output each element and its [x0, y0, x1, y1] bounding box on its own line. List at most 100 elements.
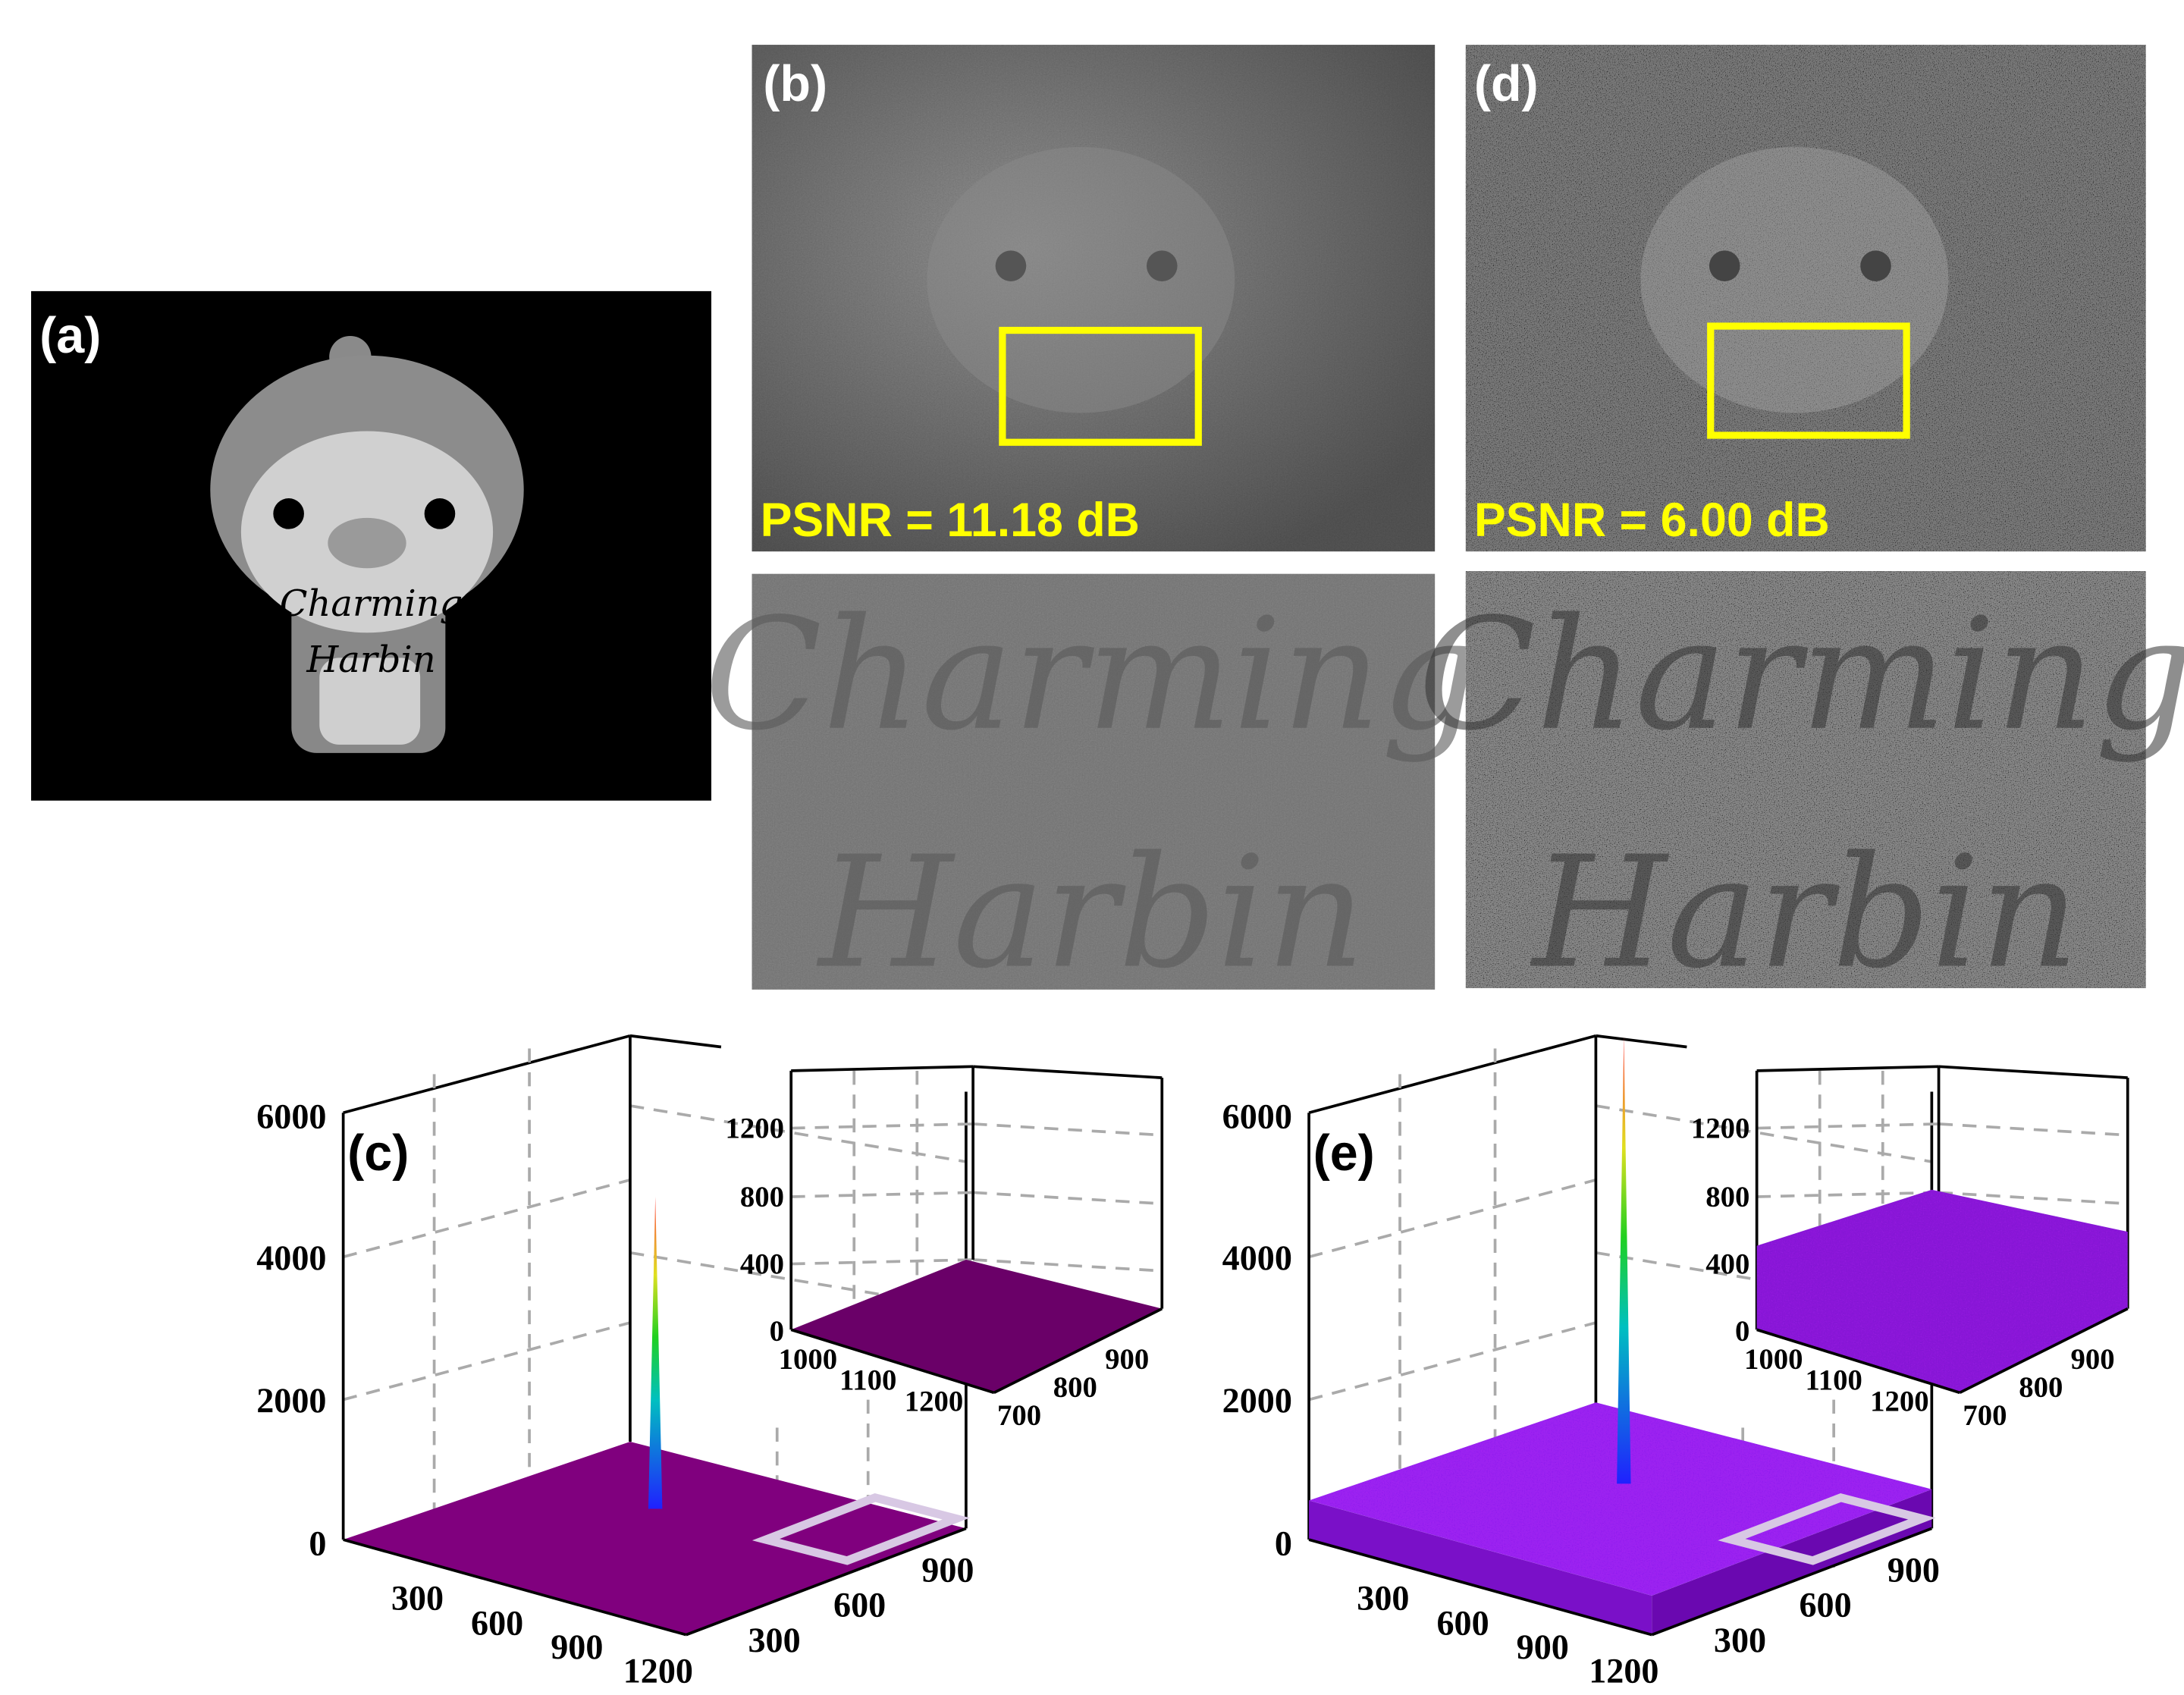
- inset-y-tick-label: 800: [1053, 1371, 1097, 1404]
- eye: [273, 498, 304, 529]
- grid-line: [1308, 1321, 1596, 1402]
- x-tick-label: 900: [551, 1628, 603, 1666]
- inset-x-tick-label: 1200: [1870, 1385, 1929, 1417]
- z-tick-label: 4000: [1222, 1238, 1292, 1277]
- inset-z-tick-label: 1200: [1691, 1112, 1750, 1144]
- axis-line: [1596, 1034, 1687, 1049]
- axis-line: [343, 1034, 631, 1115]
- roi-outline: [752, 1493, 971, 1565]
- inset-z-tick-label: 400: [740, 1248, 784, 1280]
- grid-line: [1756, 1191, 1939, 1198]
- inset-z-tick-label: 800: [1705, 1181, 1749, 1213]
- grid-line: [791, 1191, 974, 1198]
- axis-line: [1308, 1538, 1652, 1637]
- inset-z-tick-label: 0: [770, 1315, 784, 1348]
- inset-floor: [791, 1260, 1163, 1393]
- inset-x-tick-label: 1200: [905, 1385, 964, 1417]
- zoom-b: Charming Harbin: [704, 573, 1480, 1002]
- psnr: PSNR = 6.00 dB: [1474, 494, 1830, 547]
- axis-line: [1308, 1034, 1596, 1115]
- axis-line: [1756, 1065, 1939, 1072]
- inset-x-tick-label: 1100: [1805, 1364, 1862, 1397]
- floor-side: [1309, 1500, 1652, 1635]
- axis-line: [629, 1034, 722, 1049]
- grid-line: [629, 1104, 967, 1163]
- eye: [1146, 250, 1178, 281]
- axis-line: [790, 1328, 995, 1395]
- peak: [648, 1196, 663, 1509]
- inset-y-tick-label: 800: [2019, 1371, 2063, 1404]
- x-tick-label: 600: [1436, 1604, 1489, 1643]
- zoom-text: Charming: [704, 585, 1480, 764]
- hand-text: Harbin: [306, 639, 435, 681]
- eye: [424, 498, 456, 529]
- eye: [1860, 250, 1891, 281]
- eye: [1709, 250, 1740, 281]
- inset-z-tick-label: 400: [1705, 1248, 1749, 1280]
- inset-x-tick-label: 1100: [839, 1364, 896, 1397]
- image-bg: [1465, 45, 2146, 552]
- grid-line: [973, 1258, 1163, 1273]
- axis-line: [791, 1065, 974, 1072]
- inset-x-tick-label: 1000: [779, 1343, 838, 1376]
- inset-y-tick-label: 900: [1105, 1343, 1149, 1376]
- roi-box: [999, 326, 1202, 446]
- zoom-bg: [1465, 570, 2146, 988]
- z-tick-label: 6000: [256, 1097, 326, 1136]
- ghost: [927, 146, 1235, 413]
- eye: [995, 250, 1027, 281]
- zoom-d: Charming Harbin: [1418, 570, 2184, 1002]
- beak: [328, 517, 406, 569]
- axis-line: [993, 1307, 1163, 1395]
- ghost: [1640, 146, 1949, 413]
- grid-line: [1308, 1179, 1596, 1259]
- y-tick-label: 300: [748, 1621, 800, 1659]
- roi-outline: [1718, 1493, 1936, 1565]
- grid-line: [1938, 1191, 2128, 1206]
- panel-label: (b): [763, 56, 827, 112]
- grid-line: [629, 1251, 967, 1310]
- inset-floor: [1756, 1189, 2128, 1393]
- panel-a: Charming Harbin (a): [31, 290, 712, 801]
- grid-line: [791, 1122, 974, 1130]
- grid-line: [343, 1179, 631, 1259]
- x-tick-label: 300: [1357, 1578, 1409, 1617]
- axis-line: [973, 1065, 1163, 1079]
- inset-y-tick-label: 700: [997, 1399, 1041, 1432]
- inset-y-tick-label: 900: [2071, 1343, 2115, 1376]
- y-tick-label: 600: [1799, 1586, 1851, 1624]
- axis-line: [1756, 1328, 1960, 1395]
- hand-text: Charming: [280, 582, 463, 625]
- axis-line: [1959, 1307, 2129, 1395]
- panel-label: (e): [1313, 1125, 1375, 1182]
- grid-line: [1756, 1122, 1939, 1130]
- y-tick-label: 600: [833, 1586, 886, 1624]
- axis-line: [686, 1527, 967, 1637]
- z-tick-label: 0: [309, 1524, 326, 1562]
- grid-line: [973, 1122, 1163, 1137]
- z-tick-label: 2000: [1222, 1381, 1292, 1420]
- x-tick-label: 600: [471, 1604, 523, 1643]
- inset-z-tick-label: 1200: [725, 1112, 784, 1144]
- psnr: PSNR = 11.18 dB: [761, 494, 1140, 547]
- panel-label: (c): [347, 1125, 409, 1182]
- panel-label: (a): [39, 308, 101, 364]
- y-tick-label: 900: [1887, 1551, 1940, 1590]
- inset-y-tick-label: 700: [1963, 1399, 2007, 1432]
- x-tick-label: 1200: [623, 1651, 693, 1690]
- z-tick-label: 4000: [256, 1238, 326, 1277]
- grid-line: [791, 1258, 974, 1266]
- axis-line: [343, 1538, 687, 1637]
- y-tick-label: 300: [1714, 1621, 1766, 1659]
- grid-line: [973, 1191, 1163, 1206]
- inset-z-tick-label: 800: [740, 1181, 784, 1213]
- z-tick-label: 6000: [1222, 1097, 1292, 1136]
- z-tick-label: 2000: [256, 1381, 326, 1420]
- zoom-text: Charming: [1418, 585, 2184, 764]
- floor-side: [1652, 1489, 1932, 1635]
- x-tick-label: 1200: [1589, 1651, 1658, 1690]
- belly: [319, 658, 421, 745]
